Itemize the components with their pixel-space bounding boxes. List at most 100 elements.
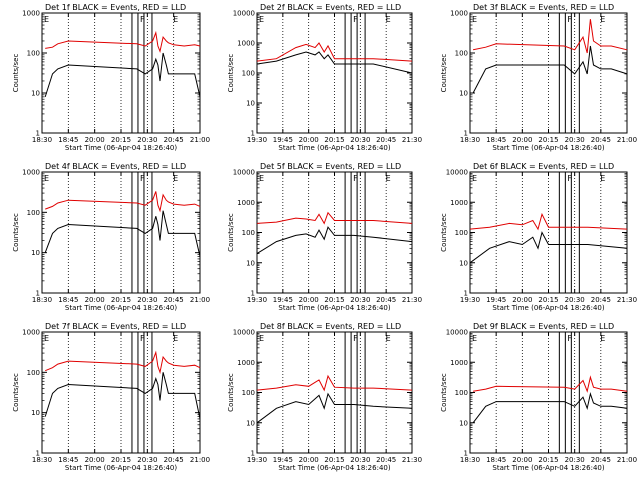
- lld-series-line: [472, 19, 628, 54]
- x-tick-label: 20:15: [111, 456, 131, 464]
- x-tick-label: 18:45: [486, 136, 506, 144]
- interval-marker-label: E: [472, 15, 477, 24]
- x-tick-label: 18:30: [32, 296, 52, 304]
- y-tick-label: 100: [455, 389, 468, 397]
- x-tick-label: 20:45: [376, 136, 396, 144]
- x-tick-label: 21:00: [617, 456, 637, 464]
- chart-title: Det 4f BLACK = Events, RED = LLD: [45, 162, 186, 171]
- y-tick-label: 1: [36, 450, 40, 458]
- x-tick-label: 20:45: [376, 296, 396, 304]
- y-axis-label: Counts/sec: [12, 373, 20, 412]
- x-tick-label: 18:45: [486, 456, 506, 464]
- lld-series-line: [469, 212, 628, 231]
- y-tick-label: 1: [36, 130, 40, 138]
- y-tick-label: 10: [246, 259, 255, 267]
- y-tick-label: 100: [27, 369, 40, 377]
- interval-marker-label: E: [259, 174, 264, 183]
- y-tick-label: 10: [246, 100, 255, 108]
- x-axis-label: Start Time (06-Apr-04 18:26:40): [278, 144, 390, 152]
- x-tick-label: 21:30: [402, 296, 422, 304]
- x-tick-label: 18:30: [460, 456, 480, 464]
- x-tick-label: 20:30: [350, 136, 370, 144]
- y-tick-label: 100: [27, 50, 40, 58]
- y-tick-label: 100: [455, 229, 468, 237]
- x-tick-label: 20:30: [565, 136, 585, 144]
- x-tick-label: 21:30: [402, 136, 422, 144]
- chart-panel: Det 9f BLACK = Events, RED = LLD 1 10 100 10…: [440, 322, 637, 472]
- y-tick-label: 1000: [22, 329, 40, 337]
- y-tick-label: 1000: [237, 359, 255, 367]
- x-tick-label: 20:00: [85, 136, 105, 144]
- chart-title: Det 5f BLACK = Events, RED = LLD: [260, 162, 401, 171]
- lld-series-line: [45, 30, 201, 54]
- x-axis-label: Start Time (06-Apr-04 18:26:40): [492, 304, 604, 312]
- y-tick-label: 100: [455, 50, 468, 58]
- x-tick-label: 19:45: [273, 296, 293, 304]
- interval-marker-label: E: [600, 15, 605, 24]
- x-tick-label: 20:30: [350, 296, 370, 304]
- x-tick-label: 19:30: [247, 456, 267, 464]
- y-tick-label: 10: [31, 409, 40, 417]
- x-tick-label: 20:30: [137, 136, 157, 144]
- interval-marker-label: E: [173, 15, 178, 24]
- x-tick-label: 18:45: [58, 136, 78, 144]
- x-tick-label: 20:00: [512, 456, 532, 464]
- lld-series-line: [45, 191, 201, 213]
- y-tick-label: 10000: [446, 169, 468, 177]
- y-tick-label: 1000: [450, 199, 468, 207]
- x-tick-label: 18:45: [58, 296, 78, 304]
- events-series-line: [256, 226, 413, 255]
- chart-title: Det 8f BLACK = Events, RED = LLD: [260, 322, 401, 331]
- x-tick-label: 20:45: [591, 456, 611, 464]
- chart-panel: Det 1f BLACK = Events, RED = LLD 1 10 100 10…: [12, 3, 210, 152]
- interval-marker-label: E: [44, 174, 49, 183]
- y-tick-label: 10000: [233, 329, 255, 337]
- interval-marker-label: E: [259, 15, 264, 24]
- y-tick-label: 10: [459, 419, 468, 427]
- x-tick-label: 20:00: [512, 136, 532, 144]
- y-tick-label: 100: [242, 229, 255, 237]
- y-tick-label: 1000: [450, 10, 468, 18]
- chart-panel: Det 4f BLACK = Events, RED = LLD 1 10 100 10…: [12, 162, 210, 312]
- x-axis-label: Start Time (06-Apr-04 18:26:40): [278, 304, 390, 312]
- x-tick-label: 20:45: [591, 136, 611, 144]
- interval-marker-label: F: [140, 334, 145, 343]
- chart-title: Det 6f BLACK = Events, RED = LLD: [473, 162, 614, 171]
- interval-marker-label: F: [140, 174, 145, 183]
- interval-marker-label: E: [386, 174, 391, 183]
- y-tick-label: 1: [251, 290, 255, 298]
- chart-title: Det 9f BLACK = Events, RED = LLD: [473, 322, 614, 331]
- interval-marker-label: E: [600, 174, 605, 183]
- x-tick-label: 19:45: [273, 456, 293, 464]
- events-series-line: [472, 392, 628, 424]
- x-axis-label: Start Time (06-Apr-04 18:26:40): [65, 144, 177, 152]
- x-tick-label: 19:30: [460, 296, 480, 304]
- x-tick-label: 20:45: [164, 296, 184, 304]
- y-axis-label: Counts/sec: [440, 54, 448, 93]
- interval-marker-label: E: [44, 15, 49, 24]
- x-tick-label: 20:45: [164, 456, 184, 464]
- y-tick-label: 10: [31, 249, 40, 257]
- x-tick-label: 21:30: [617, 296, 637, 304]
- x-tick-label: 20:15: [538, 456, 558, 464]
- interval-marker-label: E: [472, 174, 477, 183]
- events-series-line: [44, 210, 201, 257]
- interval-marker-label: E: [386, 15, 391, 24]
- x-tick-label: 20:00: [85, 296, 105, 304]
- events-series-line: [472, 45, 628, 94]
- chart-title: Det 2f BLACK = Events, RED = LLD: [260, 3, 401, 12]
- y-tick-label: 10: [459, 90, 468, 98]
- x-tick-label: 18:30: [32, 456, 52, 464]
- y-tick-label: 1: [464, 290, 468, 298]
- x-axis-label: Start Time (06-Apr-04 18:26:40): [65, 304, 177, 312]
- x-tick-label: 18:30: [32, 136, 52, 144]
- chart-panel: Det 8f BLACK = Events, RED = LLD 1 10 100 10…: [227, 322, 422, 472]
- x-tick-label: 20:30: [565, 296, 585, 304]
- chart-title: Det 7f BLACK = Events, RED = LLD: [45, 322, 186, 331]
- interval-marker-label: E: [472, 334, 477, 343]
- x-tick-label: 18:30: [460, 136, 480, 144]
- x-tick-label: 18:45: [58, 456, 78, 464]
- y-tick-label: 1: [464, 130, 468, 138]
- x-axis-label: Start Time (06-Apr-04 18:26:40): [278, 464, 390, 472]
- x-axis-label: Start Time (06-Apr-04 18:26:40): [492, 144, 604, 152]
